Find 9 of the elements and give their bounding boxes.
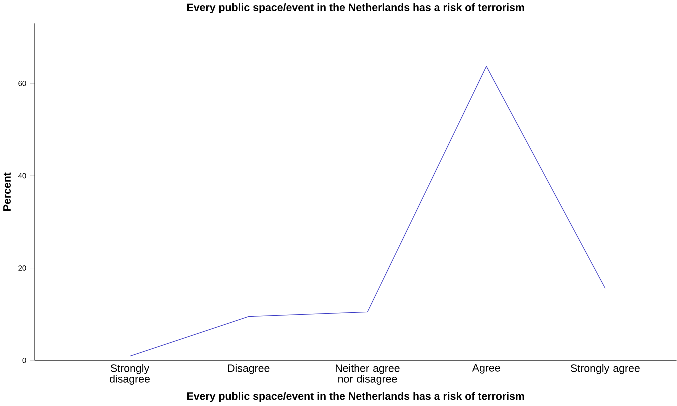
x-tick-label: Agree (472, 364, 500, 374)
line-series (130, 66, 606, 357)
x-tick-label: Neither agree nor disagree (336, 364, 400, 386)
x-tick-label: Strongly disagree (110, 364, 150, 386)
y-axis-title: Percent (4, 172, 11, 212)
x-tick-label: Disagree (228, 364, 270, 374)
x-axis-title: Every public space/event in the Netherlands has a risk of terrorism (187, 392, 524, 402)
chart-title: Every public space/event in the Netherlands has a risk of terrorism (187, 4, 524, 14)
x-tick-label: Strongly agree (571, 364, 640, 374)
